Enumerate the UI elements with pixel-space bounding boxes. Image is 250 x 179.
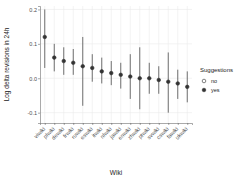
point: [119, 73, 123, 77]
y-tick: 0.2: [29, 7, 40, 13]
x-tick-mark: [159, 123, 160, 125]
legend-key: [202, 79, 206, 83]
x-tick-mark: [168, 123, 169, 125]
x-tick-mark: [187, 123, 188, 125]
point: [81, 64, 85, 68]
chart: -0.1 0.0 0.1 0.2 viwikiplwikidewikifrwikiruw…: [0, 0, 250, 179]
y-axis-line: [38, 7, 41, 124]
x-tick-mark: [45, 123, 46, 125]
grid-line-x: [44, 6, 45, 123]
point: [128, 75, 132, 79]
x-tick-mark: [111, 123, 112, 125]
marks: [43, 9, 189, 112]
y-tick: 0.0: [29, 76, 40, 82]
legend-title: Suggestions: [200, 67, 233, 73]
grid-line-x: [158, 6, 159, 123]
grid-line-x: [54, 6, 55, 123]
grid-line-x: [139, 6, 140, 123]
y-tick-mark: [38, 78, 40, 79]
x-tick: ukwiki: [174, 123, 189, 141]
grid-line: [40, 78, 192, 79]
legend-label: yes: [211, 87, 220, 93]
grid-line-x: [111, 6, 112, 123]
x-tick-mark: [92, 123, 93, 125]
point: [138, 76, 142, 80]
x-tick-mark: [149, 123, 150, 125]
point: [166, 80, 170, 84]
grid-line: [40, 9, 192, 10]
point: [100, 70, 104, 74]
grid-line-x: [177, 6, 178, 123]
point: [62, 59, 66, 63]
y-axis-title: Log delta revisions in 24h: [3, 27, 11, 101]
plot: -0.1 0.0 0.1 0.2 viwikiplwikidewikifrwikiruw…: [28, 6, 193, 141]
x-tick-mark: [121, 123, 122, 125]
x-tick-mark: [64, 123, 65, 125]
legend-label: no: [211, 78, 217, 84]
error-bar: [82, 37, 83, 106]
x-tick-mark: [73, 123, 74, 125]
x-tick-label: ukwiki: [174, 126, 189, 141]
point: [176, 82, 180, 86]
grid-line-x: [63, 6, 64, 123]
point: [157, 78, 161, 82]
point: [109, 71, 113, 75]
point: [147, 76, 151, 80]
grid-line: [40, 43, 192, 44]
legend: Suggestions no yes: [200, 67, 233, 93]
y-tick-mark: [38, 9, 40, 10]
grid: [40, 9, 192, 112]
x-tick: eswiki: [79, 123, 94, 141]
x-tick-mark: [140, 123, 141, 125]
x-axis: viwikiplwikidewikifrwikiruwikieswikiitwi…: [33, 123, 193, 141]
point: [90, 66, 94, 70]
x-tick-mark: [130, 123, 131, 125]
x-tick-mark: [83, 123, 84, 125]
x-tick-mark: [102, 123, 103, 125]
grid-line-x: [149, 6, 150, 123]
y-tick-label: 0.2: [29, 7, 37, 13]
grid-line-x: [101, 6, 102, 123]
series-yes: [43, 9, 189, 112]
x-tick-mark: [178, 123, 179, 125]
grid-line: [40, 112, 192, 113]
point: [185, 85, 189, 89]
y-tick: -0.1: [28, 110, 40, 116]
x-tick: dewiki: [50, 123, 65, 141]
panel: [40, 6, 192, 123]
grid-line-x: [92, 6, 93, 123]
x-axis-title: Wiki: [110, 169, 122, 176]
point: [43, 35, 47, 39]
y-tick-label: -0.1: [28, 110, 37, 116]
y-tick-mark: [38, 113, 40, 114]
y-tick-mark: [38, 44, 40, 45]
point: [71, 61, 75, 65]
point: [52, 56, 56, 60]
y-tick-label: 0.0: [29, 76, 37, 82]
x-axis-line: [41, 124, 193, 126]
grid-line-x: [168, 6, 169, 123]
legend-key: [202, 88, 206, 92]
x-tick-mark: [54, 123, 55, 125]
y-tick-label: 0.1: [29, 41, 37, 47]
grid-line-x: [130, 6, 131, 123]
y-tick: 0.1: [29, 41, 40, 47]
grid-line-x: [120, 6, 121, 123]
y-axis: -0.1 0.0 0.1 0.2: [28, 7, 41, 124]
grid-x: [45, 6, 188, 123]
grid-line-x: [187, 6, 188, 123]
